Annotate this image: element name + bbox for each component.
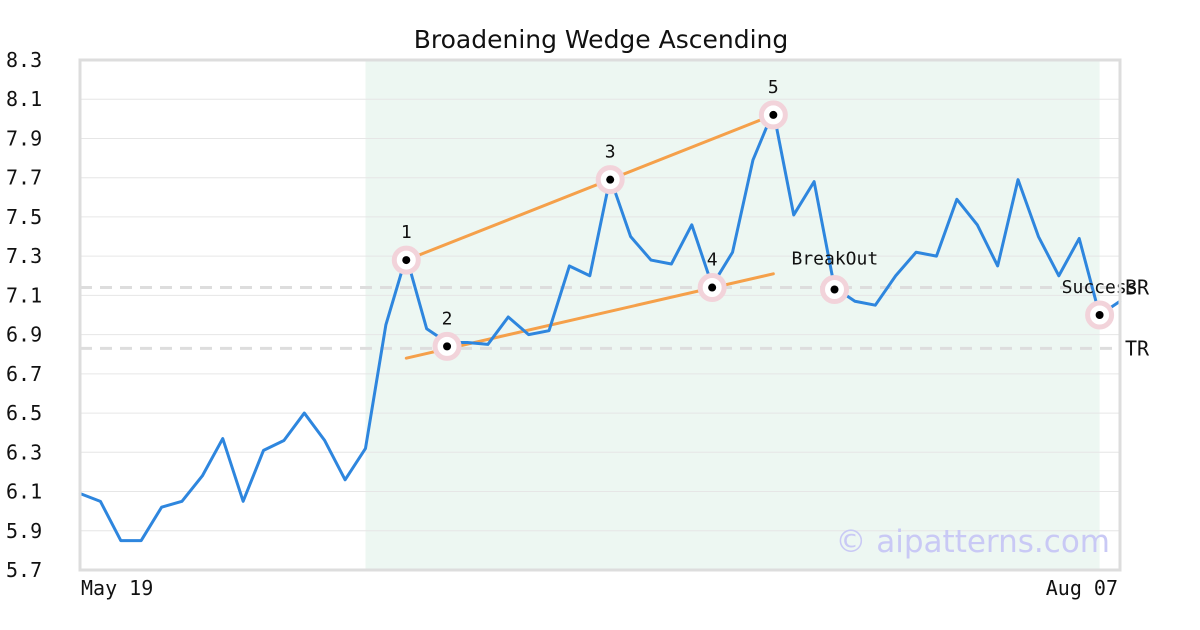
price-line [78,109,1122,543]
level-label: BR [1125,276,1150,300]
pattern-point [708,283,717,292]
x-axis-ticks: May 19 Aug 07 [81,576,1118,600]
y-tick-label: 7.1 [6,283,42,307]
pattern-point-label: 5 [768,77,779,98]
watermark: © aipatterns.com [835,524,1110,560]
pattern-point-label: 4 [707,250,718,271]
pattern-point [769,110,778,119]
pattern-point-label: BreakOut [792,249,879,270]
level-lines: BR TR [80,276,1150,360]
y-tick-label: 7.5 [6,205,42,229]
y-tick-label: 6.3 [6,440,42,464]
y-tick-label: 5.7 [6,558,42,582]
x-tick-label: Aug 07 [1046,576,1118,600]
y-tick-label: 6.7 [6,362,42,386]
pattern-point-label: 3 [605,142,616,163]
y-tick-label: 7.3 [6,244,42,268]
pattern-point [830,285,839,294]
y-tick-label: 6.1 [6,480,42,504]
pattern-point [402,256,411,265]
level-label: TR [1125,336,1150,360]
x-tick-label: May 19 [81,576,153,600]
pattern-point-label: Success [1062,277,1138,298]
y-tick-label: 8.1 [6,87,42,111]
y-tick-label: 7.7 [6,166,42,190]
pattern-point-label: 1 [401,222,412,243]
plot-frame [78,58,1122,572]
y-tick-label: 5.9 [6,519,42,543]
trendline [404,113,775,262]
pattern-point [1095,311,1104,319]
pattern-point [606,175,615,184]
y-tick-label: 6.5 [6,401,42,425]
y-tick-label: 8.3 [6,48,42,72]
pattern-point-label: 2 [442,308,453,329]
chart-title: Broadening Wedge Ascending [414,25,789,54]
y-tick-label: 7.9 [6,126,42,150]
pattern-point [443,342,452,351]
y-tick-label: 6.9 [6,323,42,347]
y-axis-ticks: 5.7 5.9 6.1 6.3 6.5 6.7 6.9 7.1 7.3 7.5 7.7 7.9 8.1 8… [6,48,42,582]
pattern-highlight-region [365,60,1100,570]
